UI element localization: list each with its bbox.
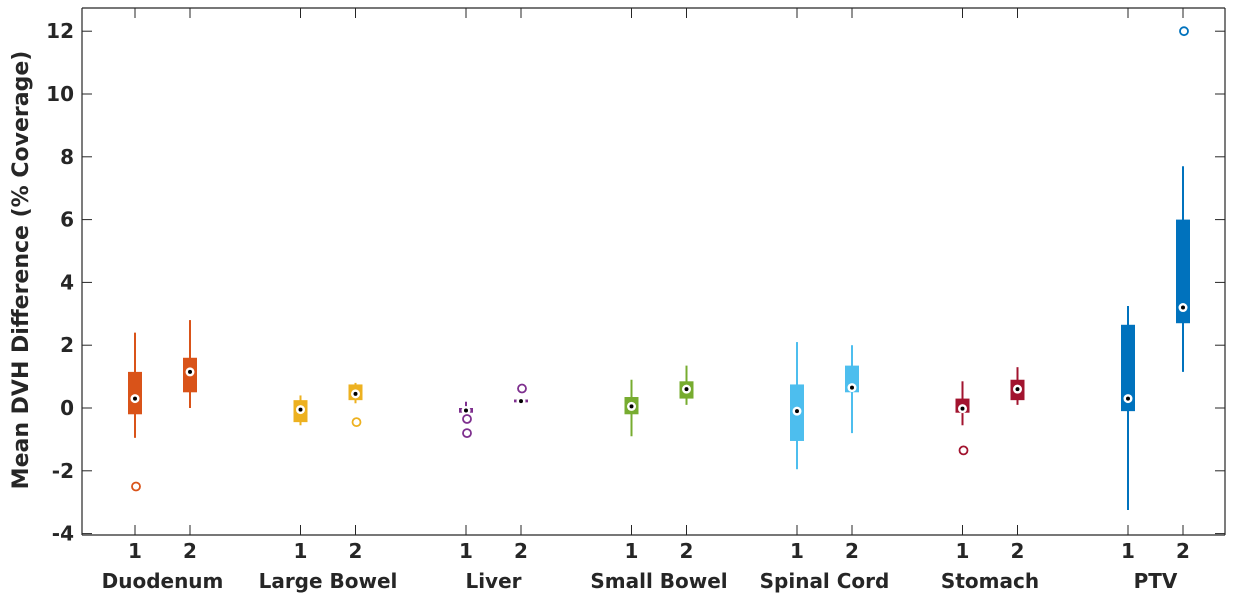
outlier-point (958, 445, 969, 456)
outlier-point (1179, 26, 1189, 37)
group-label: Spinal Cord (760, 569, 890, 593)
median-dot (850, 385, 854, 390)
x-tick-label: 1 (956, 539, 970, 563)
box (1176, 219, 1190, 324)
group-label: PTV (1134, 569, 1178, 593)
median-dot (464, 408, 468, 413)
median-dot (629, 404, 634, 409)
median-dot (795, 409, 799, 414)
median-dot (353, 391, 358, 396)
median-dot (188, 369, 192, 374)
y-tick-label: 2 (60, 333, 74, 357)
x-tick-label: 1 (625, 539, 639, 563)
group-label: Stomach (941, 569, 1039, 593)
y-tick-label: 10 (46, 82, 74, 106)
x-tick-label: 1 (459, 539, 473, 563)
y-tick-label: -4 (52, 522, 74, 546)
axes (81, 7, 1226, 536)
outlier-point (462, 428, 472, 439)
x-tick-label: 1 (790, 539, 804, 563)
x-tick-label: 1 (294, 539, 308, 563)
group-label: Large Bowel (259, 569, 398, 593)
box (128, 371, 142, 415)
x-tick-label: 2 (1176, 539, 1190, 563)
median-dot (960, 406, 965, 411)
group-label: Small Bowel (590, 569, 727, 593)
outlier-point (462, 414, 472, 424)
x-tick-label: 2 (514, 539, 528, 563)
group-label: Duodenum (102, 569, 224, 593)
x-tick-label: 1 (128, 539, 142, 563)
median-dot (133, 396, 137, 401)
median-dot (298, 407, 303, 412)
outlier-point (517, 383, 527, 394)
median-dot (1126, 396, 1130, 401)
median-dot (684, 387, 689, 392)
x-tick-label: 2 (1011, 539, 1025, 563)
median-dot (1181, 305, 1185, 310)
y-tick-label: 6 (60, 208, 74, 232)
y-tick-label: -2 (52, 459, 74, 483)
median-dot (519, 399, 523, 404)
outlier-point (131, 481, 141, 492)
box (1121, 324, 1135, 412)
median-dot (1015, 387, 1020, 392)
y-tick-label: 0 (60, 396, 74, 420)
group-label: Liver (465, 569, 521, 593)
outlier-point (351, 417, 362, 428)
x-tick-label: 2 (349, 539, 363, 563)
data-marks (128, 26, 1190, 511)
x-tick-label: 1 (1121, 539, 1135, 563)
y-axis-title: Mean DVH Difference (% Coverage) (9, 51, 34, 490)
y-tick-label: 12 (46, 19, 74, 43)
y-tick-label: 4 (60, 270, 74, 294)
x-tick-label: 2 (680, 539, 694, 563)
x-tick-label: 2 (183, 539, 197, 563)
y-tick-label: 8 (60, 145, 74, 169)
x-tick-label: 2 (845, 539, 859, 563)
